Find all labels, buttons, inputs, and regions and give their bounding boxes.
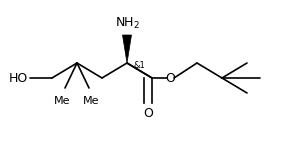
- Text: O: O: [165, 72, 175, 84]
- Text: Me: Me: [54, 96, 70, 106]
- Text: O: O: [143, 107, 153, 120]
- Text: &1: &1: [133, 60, 145, 69]
- Text: NH$_2$: NH$_2$: [115, 16, 140, 31]
- Text: Me: Me: [83, 96, 99, 106]
- Text: HO: HO: [9, 72, 28, 84]
- Polygon shape: [122, 35, 132, 63]
